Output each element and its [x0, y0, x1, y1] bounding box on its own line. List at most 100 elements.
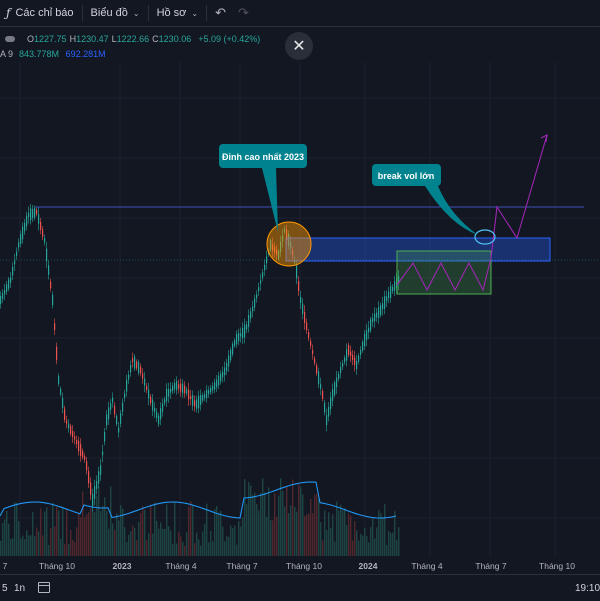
candle-body	[202, 395, 204, 401]
volume-bar	[288, 513, 290, 556]
candle-body	[106, 414, 108, 426]
candle-body	[398, 275, 400, 285]
candle-body	[390, 286, 392, 298]
x-axis-tick-label: Tháng 10	[539, 561, 575, 571]
volume-bar	[244, 479, 246, 556]
candle-body	[212, 385, 214, 391]
candle-body	[160, 408, 162, 420]
volume-bar	[246, 503, 248, 556]
candle-body	[152, 399, 154, 411]
collapse-legend-icon[interactable]	[5, 36, 15, 42]
volume-bar	[302, 494, 304, 556]
ohlc-legend: O1227.75 H1230.47 L1222.66 C1230.06 +5.09 (+…	[0, 34, 260, 44]
candle-body	[186, 389, 188, 394]
volume-bar	[180, 536, 182, 556]
volume-bar	[158, 528, 160, 556]
candle-body	[286, 229, 288, 241]
candle-body	[114, 405, 116, 415]
break-callout-box	[372, 164, 441, 186]
volume-bar	[44, 511, 46, 556]
volume-bar	[154, 502, 156, 556]
volume-bar	[60, 539, 62, 556]
volume-bar	[294, 506, 296, 556]
candle-body	[306, 322, 308, 330]
candle-body	[32, 208, 34, 219]
volume-bar	[222, 526, 224, 556]
toolbar-divider	[206, 5, 208, 21]
volume-bar	[54, 526, 56, 556]
chart-menu-button[interactable]: Biểu đồ ⌄	[85, 0, 146, 26]
volume-bar	[384, 504, 386, 556]
candle-body	[16, 251, 18, 256]
candle-body	[24, 222, 26, 232]
candle-body	[76, 439, 78, 445]
volume-bar	[188, 506, 190, 556]
volume-bar	[366, 536, 368, 556]
volume-bar	[370, 527, 372, 556]
volume-bar	[282, 491, 284, 556]
candle-body	[334, 382, 336, 396]
volume-bar	[354, 521, 356, 556]
close-button[interactable]: ✕	[285, 32, 313, 60]
volume-bar	[340, 504, 342, 556]
candle-body	[310, 341, 312, 346]
price-chart[interactable]: Đỉnh cao nhất 2023 break vol lớn 7 Tháng 1…	[0, 0, 600, 574]
ohlc-label: H	[69, 34, 77, 44]
volume-bar	[76, 527, 78, 556]
volume-bar	[242, 517, 244, 556]
volume-bar	[382, 517, 384, 556]
volume-bar	[132, 525, 134, 556]
candle-body	[244, 324, 246, 338]
candle-body	[362, 341, 364, 351]
volume-bar	[102, 506, 104, 556]
indicators-label: Các chỉ báo	[15, 7, 74, 19]
volume-bar	[232, 528, 234, 556]
volume-bar	[48, 544, 50, 556]
volume-bar	[26, 530, 28, 556]
candle-body	[184, 385, 186, 394]
candle-body	[190, 395, 192, 400]
candle-body	[82, 450, 84, 458]
candle-body	[122, 402, 124, 412]
redo-button[interactable]: ↷	[232, 0, 255, 26]
volume-bar	[38, 531, 40, 556]
volume-bar	[390, 532, 392, 556]
volume-bar	[296, 511, 298, 556]
candle-body	[60, 388, 62, 395]
volume-bar	[114, 530, 116, 556]
candle-body	[206, 389, 208, 399]
calendar-icon[interactable]	[38, 582, 50, 593]
candle-body	[270, 240, 272, 250]
candle-body	[218, 375, 220, 386]
volume-bar	[182, 541, 184, 556]
sideways-projection	[396, 257, 492, 292]
candle-body	[312, 350, 314, 355]
volume-bar	[230, 525, 232, 556]
volume-bar	[228, 536, 230, 556]
clock-time: 19:10	[575, 583, 600, 594]
volume-bar	[14, 502, 16, 556]
volume-bar	[152, 533, 154, 556]
volume-bar	[218, 512, 220, 556]
profile-menu-button[interactable]: Hồ sơ ⌄	[151, 0, 205, 26]
volume-bar	[388, 530, 390, 556]
indicators-button[interactable]: ƒ Các chỉ báo	[0, 0, 80, 26]
volume-bar	[344, 507, 346, 556]
range-5d-button[interactable]: 5	[2, 583, 8, 594]
candle-body	[332, 389, 334, 401]
candle-body	[242, 327, 244, 339]
candle-body	[256, 294, 258, 299]
candle-body	[220, 373, 222, 382]
volume-bar	[280, 478, 282, 556]
candle-body	[354, 357, 356, 365]
candle-body	[64, 408, 66, 420]
range-1m-button[interactable]: 1n	[14, 583, 26, 594]
candle-body	[296, 265, 298, 279]
candle-body	[38, 214, 40, 224]
volume-bar	[148, 533, 150, 556]
candle-body	[56, 346, 58, 360]
volume-bar	[80, 517, 82, 556]
undo-button[interactable]: ↶	[209, 0, 232, 26]
volume-bar	[126, 542, 128, 556]
candle-body	[300, 297, 302, 303]
